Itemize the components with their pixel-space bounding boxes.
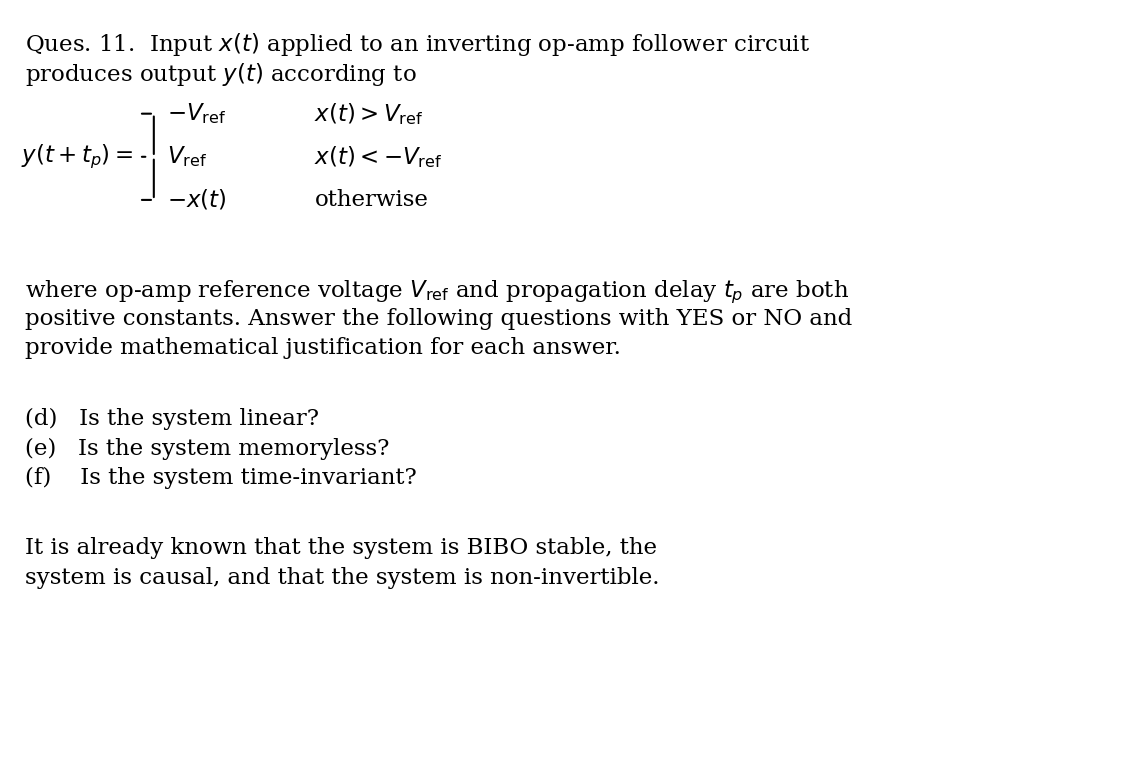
- Text: It is already known that the system is BIBO stable, the: It is already known that the system is B…: [25, 537, 657, 559]
- Text: $V_{\mathrm{ref}}$: $V_{\mathrm{ref}}$: [167, 144, 207, 169]
- Text: (f)    Is the system time-invariant?: (f) Is the system time-invariant?: [25, 467, 416, 489]
- Text: produces output $y(t)$ according to: produces output $y(t)$ according to: [25, 61, 416, 88]
- Text: positive constants. Answer the following questions with YES or NO and: positive constants. Answer the following…: [25, 308, 852, 330]
- Text: provide mathematical justification for each answer.: provide mathematical justification for e…: [25, 337, 621, 359]
- Text: where op-amp reference voltage $V_{\mathrm{ref}}$ and propagation delay $t_p$ ar: where op-amp reference voltage $V_{\math…: [25, 278, 849, 306]
- Text: $-V_{\mathrm{ref}}$: $-V_{\mathrm{ref}}$: [167, 101, 226, 126]
- Text: $-x(t)$: $-x(t)$: [167, 188, 227, 212]
- Text: system is causal, and that the system is non-invertible.: system is causal, and that the system is…: [25, 567, 659, 589]
- Text: $x(t) < -V_{\mathrm{ref}}$: $x(t) < -V_{\mathrm{ref}}$: [314, 143, 442, 170]
- Text: $y(t+t_p) =$: $y(t+t_p) =$: [21, 143, 133, 171]
- Text: (d)   Is the system linear?: (d) Is the system linear?: [25, 408, 319, 430]
- Text: $x(t) > V_{\mathrm{ref}}$: $x(t) > V_{\mathrm{ref}}$: [314, 100, 423, 127]
- Text: otherwise: otherwise: [314, 189, 429, 211]
- Text: Ques. 11.  Input $x(t)$ applied to an inverting op-amp follower circuit: Ques. 11. Input $x(t)$ applied to an inv…: [25, 31, 810, 58]
- Text: (e)   Is the system memoryless?: (e) Is the system memoryless?: [25, 437, 389, 459]
